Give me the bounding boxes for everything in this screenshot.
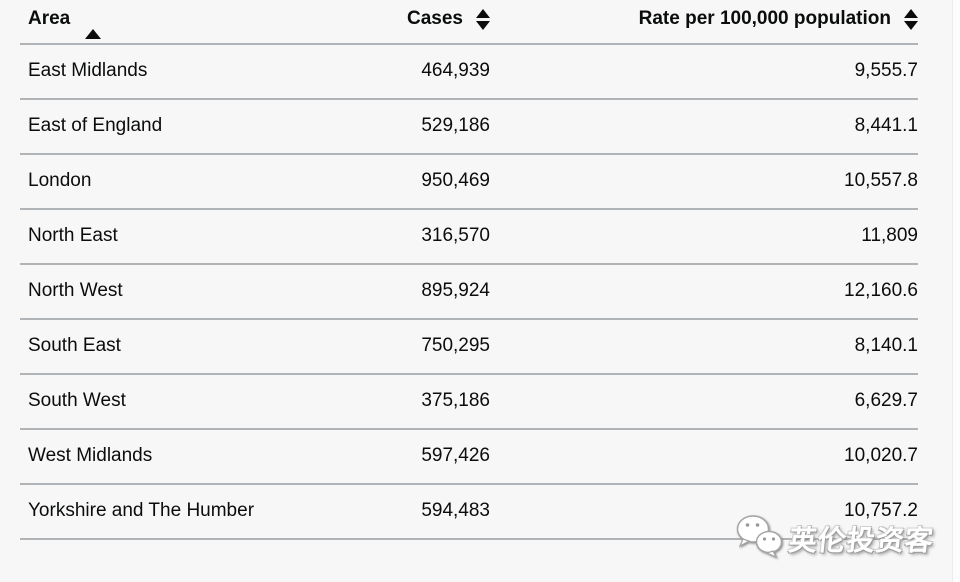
table-row: North East 316,570 11,809	[20, 209, 918, 265]
table-row: East of England 529,186 8,441.1	[20, 99, 918, 155]
column-header-area-label: Area	[28, 8, 71, 29]
table-body: East Midlands 464,939 9,555.7 East of Engla…	[20, 44, 918, 540]
cell-rate: 12,160.6	[490, 264, 918, 320]
cell-area: East Midlands	[20, 44, 280, 100]
column-header-cases[interactable]: Cases	[280, 0, 490, 45]
cell-area: London	[20, 154, 280, 210]
cell-rate: 10,757.2	[490, 484, 918, 540]
column-header-cases-label: Cases	[407, 8, 463, 29]
cell-area: South West	[20, 374, 280, 430]
table-row: West Midlands 597,426 10,020.7	[20, 429, 918, 485]
column-header-rate-label: Rate per 100,000 population	[638, 8, 891, 29]
cell-cases: 597,426	[280, 429, 490, 485]
cell-area: North West	[20, 264, 280, 320]
regions-data-table: Area Cases Rate per 100,000 population	[20, 0, 918, 540]
cell-rate: 9,555.7	[490, 44, 918, 100]
cell-area: North East	[20, 209, 280, 265]
cell-rate: 6,629.7	[490, 374, 918, 430]
cell-rate: 8,441.1	[490, 99, 918, 155]
sort-ascending-icon[interactable]	[85, 8, 102, 39]
cell-cases: 895,924	[280, 264, 490, 320]
cell-cases: 464,939	[280, 44, 490, 100]
regions-data-table-container: Area Cases Rate per 100,000 population	[20, 0, 918, 540]
cell-cases: 594,483	[280, 484, 490, 540]
cell-cases: 950,469	[280, 154, 490, 210]
table-row: East Midlands 464,939 9,555.7	[20, 44, 918, 100]
table-row: Yorkshire and The Humber 594,483 10,757.2	[20, 484, 918, 540]
cell-area: Yorkshire and The Humber	[20, 484, 280, 540]
table-row: North West 895,924 12,160.6	[20, 264, 918, 320]
cell-rate: 8,140.1	[490, 319, 918, 375]
cell-cases: 316,570	[280, 209, 490, 265]
cell-cases: 375,186	[280, 374, 490, 430]
cell-rate: 10,557.8	[490, 154, 918, 210]
sort-both-icon[interactable]	[904, 8, 918, 30]
cell-area: South East	[20, 319, 280, 375]
column-header-area[interactable]: Area	[20, 0, 280, 45]
table-row: South West 375,186 6,629.7	[20, 374, 918, 430]
cell-rate: 11,809	[490, 209, 918, 265]
viewport-edge-strip	[952, 0, 960, 582]
cell-area: East of England	[20, 99, 280, 155]
cell-cases: 529,186	[280, 99, 490, 155]
cell-cases: 750,295	[280, 319, 490, 375]
cell-rate: 10,020.7	[490, 429, 918, 485]
table-row: London 950,469 10,557.8	[20, 154, 918, 210]
table-header: Area Cases Rate per 100,000 population	[20, 0, 918, 45]
table-header-row: Area Cases Rate per 100,000 population	[20, 0, 918, 45]
column-header-rate[interactable]: Rate per 100,000 population	[490, 0, 918, 45]
sort-both-icon[interactable]	[476, 8, 490, 30]
table-row: South East 750,295 8,140.1	[20, 319, 918, 375]
cell-area: West Midlands	[20, 429, 280, 485]
